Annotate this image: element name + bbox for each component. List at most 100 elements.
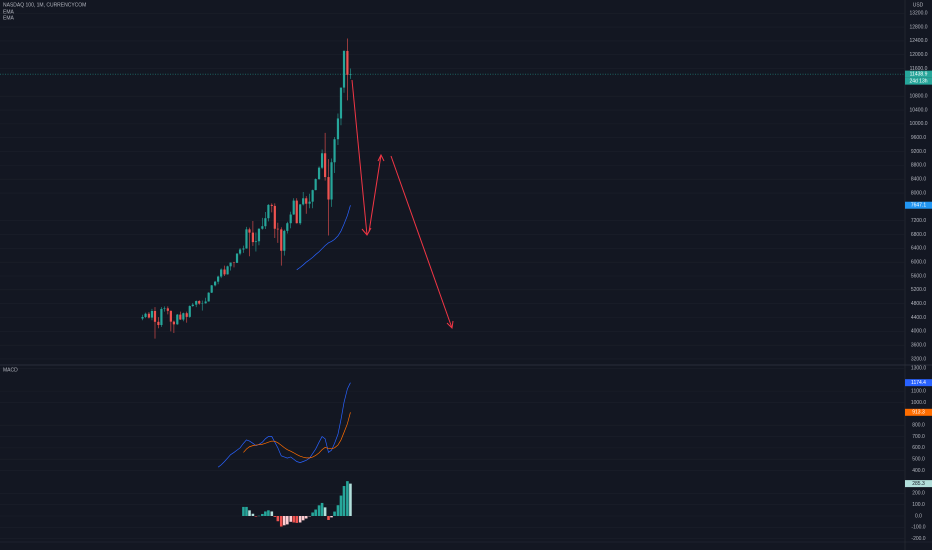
macd-line xyxy=(217,382,351,468)
y-tick-label: 12400.0 xyxy=(909,38,927,44)
histogram-bar xyxy=(311,512,314,517)
candle-body xyxy=(182,313,185,320)
price-tag-label: 1174.4 xyxy=(911,380,926,386)
histogram-bar xyxy=(289,516,293,522)
candle-body xyxy=(245,229,248,249)
histogram-bar xyxy=(242,506,245,517)
y-tick-label: 6400.0 xyxy=(911,246,927,252)
y-tick-label: 10000.0 xyxy=(909,121,927,127)
candle-body xyxy=(185,313,188,317)
candle-body xyxy=(289,214,292,224)
histogram-bar xyxy=(248,510,251,517)
price-tag-label: 285.3 xyxy=(912,481,925,487)
y-tick-label: 6800.0 xyxy=(911,232,927,238)
indicator-label: EMA xyxy=(3,15,15,21)
y-tick-label: 700.0 xyxy=(912,434,925,440)
candle-body xyxy=(292,200,295,215)
price-tag-label: 7647.1 xyxy=(911,203,927,209)
candle-body xyxy=(191,304,194,307)
candle-body xyxy=(220,269,223,277)
candle-body xyxy=(217,276,220,282)
histogram-bar xyxy=(267,510,270,517)
histogram-bar xyxy=(320,502,324,517)
y-tick-label: 8000.0 xyxy=(911,190,927,196)
histogram-bar xyxy=(282,516,286,526)
candle-body xyxy=(153,310,157,322)
projection-leg xyxy=(390,155,453,329)
projection-leg xyxy=(351,79,368,236)
candle-body xyxy=(333,139,336,163)
candle-body xyxy=(242,248,245,250)
currency: USD xyxy=(913,2,924,8)
y-tick-label: 9200.0 xyxy=(911,149,927,155)
candle-body xyxy=(235,253,239,263)
projection-drawing xyxy=(351,79,454,330)
candle-body xyxy=(320,153,324,168)
y-tick-label: 400.0 xyxy=(912,468,925,474)
candle-body xyxy=(342,50,346,88)
candle-body xyxy=(147,313,151,318)
y-tick-label: 8800.0 xyxy=(911,163,927,169)
projection-leg xyxy=(368,154,382,233)
histogram-bar xyxy=(254,516,258,517)
y-tick-label: 13200.0 xyxy=(909,11,927,17)
histogram-bar xyxy=(349,483,352,517)
candle-body xyxy=(179,314,182,320)
candle-body xyxy=(141,316,144,319)
y-tick-label: 9600.0 xyxy=(911,135,927,141)
marks xyxy=(141,38,352,527)
histogram-bar xyxy=(270,511,274,517)
candle-body xyxy=(213,281,217,286)
candle-body xyxy=(283,230,286,251)
y-tick-label: 4800.0 xyxy=(911,301,927,307)
candle-body xyxy=(295,200,298,224)
symbol-title: NASDAQ 100, 1M, CURRENCYCOM xyxy=(3,2,86,8)
candle-body xyxy=(302,198,305,205)
histogram-bar xyxy=(301,516,305,521)
macd-line xyxy=(243,412,351,459)
histogram-bar xyxy=(330,516,333,518)
candle-body xyxy=(286,223,289,231)
indicator-label: EMA xyxy=(3,9,15,15)
candle-body xyxy=(248,229,251,233)
histogram-bar xyxy=(336,505,340,517)
arrow-head xyxy=(446,320,454,330)
candle-body xyxy=(317,167,321,180)
y-tick-label: 6000.0 xyxy=(911,260,927,266)
pane-title: MACD xyxy=(3,367,18,373)
candle-body xyxy=(188,306,191,317)
candle-body xyxy=(264,218,267,227)
histogram-bar xyxy=(333,511,336,517)
y-tick-label: 100.0 xyxy=(912,502,925,508)
histogram-bar xyxy=(346,481,349,517)
candle-body xyxy=(270,204,273,206)
countdown-tag xyxy=(905,77,932,85)
candle-body xyxy=(336,118,340,140)
histogram-bar xyxy=(245,506,248,517)
ema-line xyxy=(296,205,351,271)
price-tag xyxy=(905,379,932,387)
candle-body xyxy=(254,241,258,243)
y-tick-label: -100.0 xyxy=(911,525,925,531)
candle-body xyxy=(172,321,175,325)
y-tick-label: 200.0 xyxy=(912,491,925,497)
y-tick-label: 12000.0 xyxy=(909,52,927,58)
candle-body xyxy=(305,198,308,204)
y-tick-label: 3200.0 xyxy=(911,356,927,362)
y-tick-label: 8400.0 xyxy=(911,177,927,183)
histogram-bar xyxy=(273,516,277,517)
y-tick-label: 800.0 xyxy=(912,423,925,429)
histogram-bar xyxy=(342,486,346,517)
histogram-bar xyxy=(286,516,289,525)
histogram-bar xyxy=(327,516,330,520)
candle-body xyxy=(327,177,330,200)
y-tick-label: 12800.0 xyxy=(909,24,927,30)
candle-body xyxy=(311,190,314,202)
candle-body xyxy=(204,301,207,304)
candle-body xyxy=(195,301,198,305)
histogram-bar xyxy=(276,516,280,522)
candle-body xyxy=(144,313,147,317)
candle-body xyxy=(299,204,302,224)
candle-body xyxy=(324,153,327,178)
